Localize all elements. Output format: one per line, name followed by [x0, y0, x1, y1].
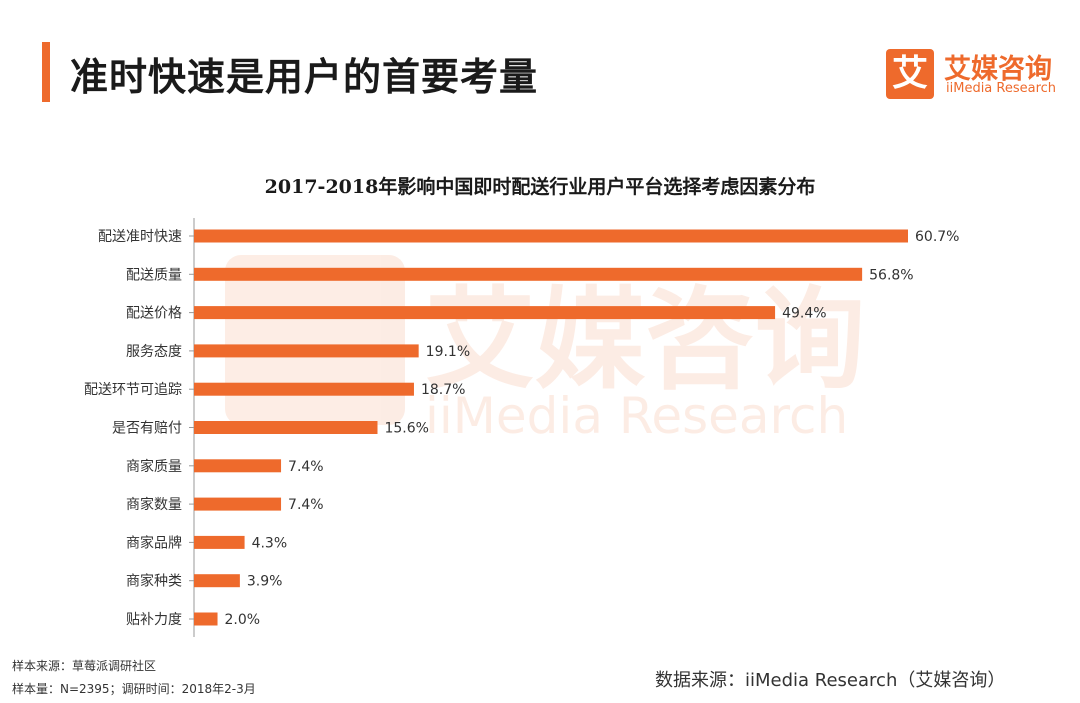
value-label: 4.3%	[252, 535, 288, 551]
value-label: 7.4%	[288, 459, 324, 475]
category-label: 配送环节可追踪	[84, 382, 182, 398]
bar	[194, 612, 218, 626]
category-label: 商家种类	[126, 573, 182, 590]
category-label: 商家质量	[126, 458, 182, 475]
value-label: 3.9%	[247, 574, 283, 590]
category-label: 商家数量	[126, 496, 182, 513]
value-label: 60.7%	[915, 229, 959, 245]
category-label: 配送价格	[126, 306, 182, 322]
category-label: 商家品牌	[126, 534, 182, 551]
iimedia-logo: 艾 艾媒咨询 iiMedia Research	[886, 47, 1066, 103]
logo-name-cn: 艾媒咨询	[944, 54, 1052, 85]
bar	[194, 497, 282, 511]
category-label: 服务态度	[126, 344, 182, 360]
bar	[194, 267, 863, 281]
bar	[194, 344, 419, 358]
value-label: 18.7%	[421, 382, 465, 398]
bar	[194, 574, 240, 588]
category-label: 配送准时快速	[98, 229, 182, 245]
logo-name-en: iiMedia Research	[946, 81, 1057, 96]
bar	[194, 306, 776, 320]
category-label: 是否有赔付	[112, 421, 182, 437]
bar	[194, 229, 908, 243]
category-label: 配送质量	[126, 267, 182, 283]
value-label: 7.4%	[288, 497, 324, 513]
logo-mark: 艾	[886, 49, 934, 99]
value-label: 2.0%	[225, 612, 261, 628]
data-source: 数据来源：iiMedia Research（艾媒咨询）	[655, 670, 1006, 691]
title-accent-bar	[42, 42, 50, 102]
sample-info-note: 样本量：N=2395；调研时间：2018年2-3月	[12, 682, 256, 696]
category-label: 贴补力度	[126, 612, 182, 628]
bar	[194, 459, 282, 473]
bar	[194, 421, 378, 434]
value-label: 15.6%	[384, 421, 428, 437]
bar	[194, 382, 414, 396]
page-title: 准时快速是用户的首要考量	[70, 55, 539, 99]
chart-title: 2017-2018年影响中国即时配送行业用户平台选择考虑因素分布	[264, 176, 816, 198]
bar	[194, 535, 245, 549]
value-label: 49.4%	[782, 306, 826, 322]
value-label: 56.8%	[869, 267, 913, 283]
sample-source-note: 样本来源：草莓派调研社区	[12, 659, 157, 673]
value-label: 19.1%	[426, 344, 470, 360]
